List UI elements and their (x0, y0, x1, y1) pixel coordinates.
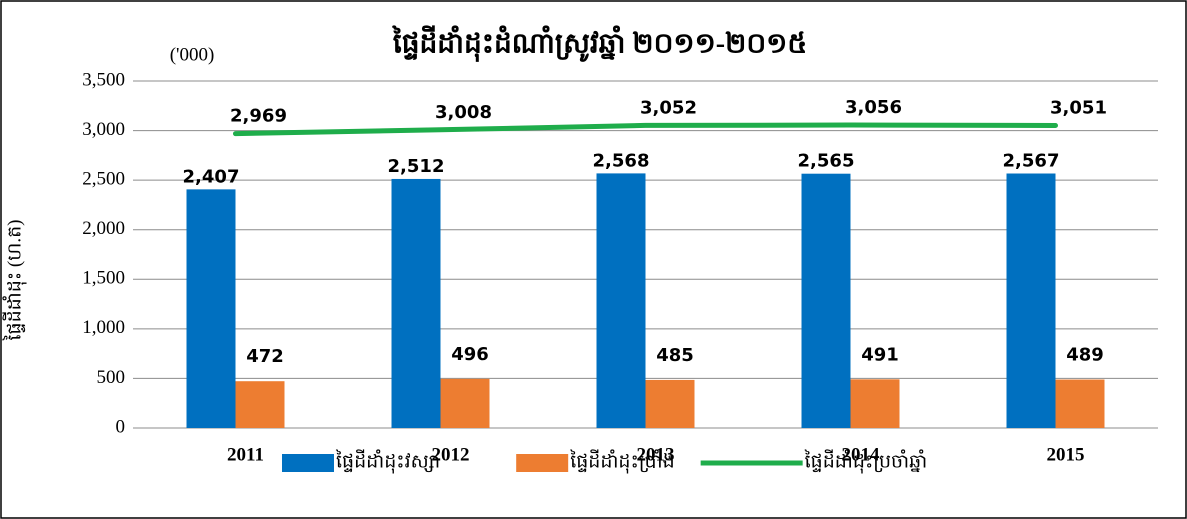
data-label: 2,567 (1003, 151, 1060, 172)
line (233, 122, 1058, 137)
bar (186, 189, 236, 428)
bar (645, 379, 695, 428)
data-label: 2,568 (593, 150, 650, 171)
bar (801, 173, 851, 428)
bar (235, 381, 285, 428)
data-label: 3,008 (435, 102, 492, 123)
data-label: 2,565 (798, 151, 855, 172)
bar (596, 173, 646, 428)
data-label: 472 (246, 346, 284, 367)
legend-swatch (282, 454, 334, 472)
x-tick-label: 2011 (227, 444, 264, 465)
bar (1006, 173, 1056, 428)
bar (1055, 379, 1105, 428)
x-tick-label: 2015 (1047, 444, 1085, 465)
data-label: 2,969 (230, 106, 287, 127)
data-label: 491 (861, 344, 899, 365)
data-label: 3,051 (1050, 98, 1107, 119)
data-label: 496 (451, 344, 489, 365)
bar (391, 178, 441, 428)
legend-label: ផ្ទៃដីដាំដុះប្រចាំឆ្នាំ (804, 448, 928, 474)
bar (440, 378, 490, 428)
legend-label: ផ្ទៃដីដាំដុះប្រាំង (569, 448, 674, 474)
y-tick-label: 3,000 (82, 119, 125, 140)
data-label: 489 (1066, 345, 1104, 366)
y-tick-label: 1,500 (82, 268, 125, 289)
bar (850, 379, 900, 428)
x-tick-label: 2013 (637, 444, 675, 465)
data-label: 3,052 (640, 97, 697, 118)
legend-label: ផ្ទៃដីដាំដុះវស្សា (335, 448, 440, 474)
data-label: 3,056 (845, 97, 902, 118)
data-label: 485 (656, 345, 694, 366)
y-tick-label: 2,500 (82, 169, 125, 190)
legend-swatch (516, 454, 569, 472)
y-tick-label: 500 (97, 367, 126, 388)
y-tick-label: 2,000 (82, 218, 125, 239)
data-label: 2,407 (183, 166, 240, 187)
y-tick-label: 0 (116, 416, 126, 437)
y-axis-label: ផ្ទៃដីដាំដុះ (ហ.ត) (1, 220, 27, 342)
x-tick-label: 2014 (842, 444, 881, 465)
y-tick-label: 3,500 (82, 69, 125, 90)
chart-title: ផ្ទៃដីដាំដុះដំណាំស្រូវឆ្នាំ ២០១១-២០១៥ (392, 24, 807, 62)
x-tick-label: 2012 (432, 444, 470, 465)
data-label: 2,512 (388, 156, 445, 177)
unit-note: ('000) (170, 44, 215, 65)
y-tick-label: 1,000 (82, 317, 125, 338)
